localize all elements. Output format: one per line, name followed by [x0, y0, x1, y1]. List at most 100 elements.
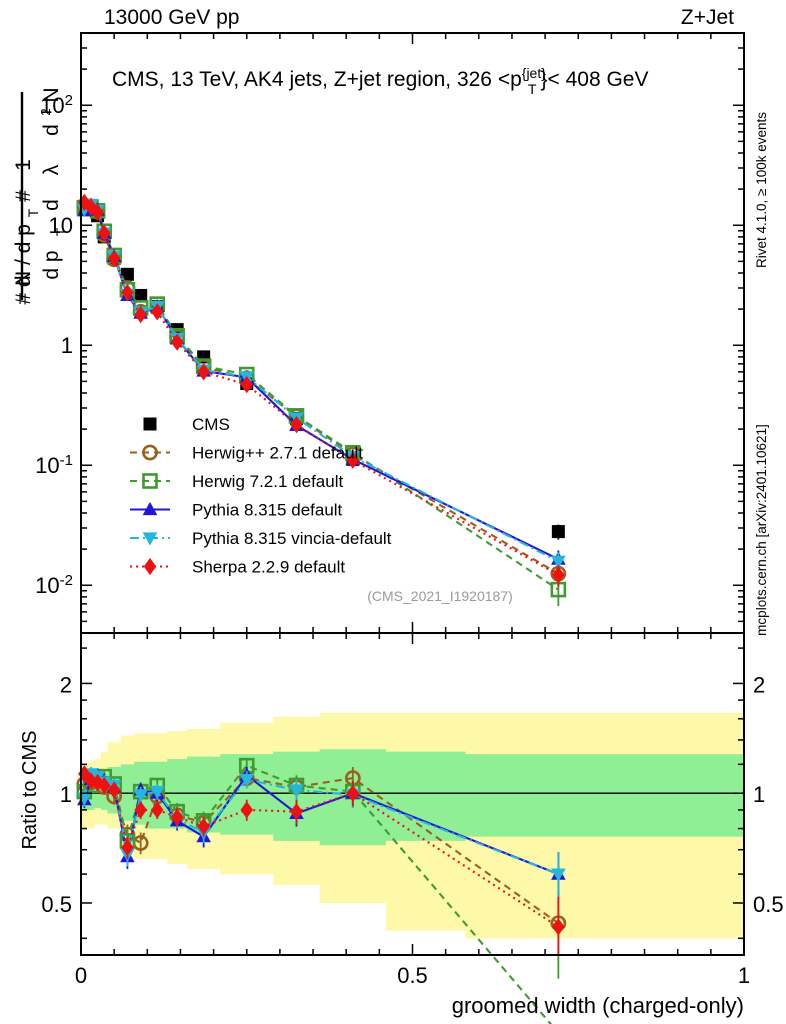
x-axis-tick-label: 0: [75, 963, 87, 988]
ratio-data-point: [240, 801, 253, 819]
legend-item-5[interactable]: Sherpa 2.2.9 default: [130, 558, 345, 577]
legend-item-3[interactable]: Pythia 8.315 default: [130, 501, 343, 520]
legend-item-1[interactable]: Herwig++ 2.7.1 default: [130, 444, 363, 463]
data-point: [552, 566, 565, 584]
legend-label: Sherpa 2.2.9 default: [192, 558, 345, 577]
data-point: [290, 416, 303, 434]
ratio-y-tick-label: 2: [60, 672, 72, 697]
data-point: [98, 224, 111, 242]
ratio-y-tick-label: 0.5: [41, 892, 72, 917]
y-axis-tick-label: 102: [40, 92, 73, 119]
ratio-data-point: [552, 918, 565, 936]
legend-marker: [143, 417, 157, 431]
data-point: [240, 375, 253, 394]
ratio-data-point: [290, 803, 303, 821]
y-label-num-N: N: [40, 87, 63, 102]
data-point: [151, 303, 164, 321]
main-y-axis-label: # dN / d p T #1 d p T d λ d 2 N: [12, 87, 69, 304]
y-label-num-exp: 2: [38, 108, 53, 115]
y-axis-tick-label: 10-1: [35, 452, 73, 479]
ratio-data-point: [170, 808, 184, 826]
ratio-data-point: [239, 773, 255, 788]
y-label-den-dpt: d p: [40, 250, 63, 279]
ratio-data-point: [134, 801, 147, 819]
data-point: [197, 363, 210, 381]
plot-title: CMS, 13 TeV, AK4 jets, Z+jet region, 326…: [112, 65, 648, 97]
axes-and-ticks: 102 10 1 10-1 10-2 2 2 1 1 0.5 0.5 0 0.5 1 groomed wid…: [35, 32, 784, 1018]
side-annotations: Rivet 4.1.0, ≥ 100k events mcplots.cern.c…: [754, 112, 769, 636]
y-label-hash-dN: # d: [12, 275, 35, 304]
y-label-den-d: d: [40, 199, 63, 211]
main-panel-series: [76, 193, 567, 607]
series-5: [78, 193, 565, 587]
y-label-dN-dpt: N / d p: [12, 224, 35, 286]
ratio-y-axis-label: Ratio to CMS: [19, 731, 41, 850]
data-point: [121, 283, 134, 302]
analysis-id-watermark: (CMS_2021_I1920187): [367, 588, 513, 604]
legend-marker: [142, 501, 158, 516]
ratio-y-tick-label-right: 1: [753, 782, 765, 807]
y-label-num-d: d: [40, 124, 63, 136]
legend[interactable]: CMS Herwig++ 2.7.1 default Herwig 7.2.1 de…: [130, 415, 392, 577]
ratio-data-point: [91, 773, 104, 792]
legend-label: Herwig 7.2.1 default: [192, 472, 343, 491]
legend-item-4[interactable]: Pythia 8.315 vincia-default: [130, 529, 392, 548]
ratio-data-point: [551, 868, 566, 882]
y-label-den-dpt-sub: T: [53, 227, 69, 236]
ratio-series-4: [78, 765, 565, 955]
legend-marker: [142, 473, 158, 489]
ratio-data-point: [197, 817, 210, 836]
y-axis-tick-label: 1: [61, 333, 73, 358]
header-collision-energy: 13000 GeV pp: [104, 6, 239, 29]
y-label-hash2: #: [12, 190, 35, 202]
legend-label: Pythia 8.315 vincia-default: [192, 529, 392, 548]
legend-marker: [142, 444, 158, 461]
header-row: 13000 GeV pp Z+Jet: [104, 6, 734, 29]
ratio-data-point: [346, 784, 360, 802]
data-point: [134, 306, 147, 324]
legend-marker: [143, 557, 157, 576]
data-point: [107, 249, 121, 267]
ratio-panel-series: [76, 757, 567, 1024]
ratio-y-tick-label-right: 2: [753, 672, 765, 697]
data-point: [551, 525, 565, 539]
ratio-y-tick-label-right: 0.5: [753, 892, 784, 917]
y-label-group: # dN / d p T #1 d p T d λ d 2 N: [12, 87, 69, 304]
legend-label: Herwig++ 2.7.1 default: [192, 444, 363, 463]
y-label-den-lambda: λ: [40, 164, 63, 175]
ratio-data-point: [98, 776, 111, 795]
y-label-one: 1: [12, 159, 35, 171]
legend-item-0[interactable]: CMS: [143, 415, 230, 434]
data-point: [551, 555, 566, 570]
legend-item-2[interactable]: Herwig 7.2.1 default: [130, 472, 343, 491]
x-axis-label: groomed width (charged-only): [452, 993, 744, 1018]
ratio-data-point: [149, 786, 165, 800]
header-process-label: Z+Jet: [681, 6, 734, 29]
legend-label: CMS: [192, 415, 230, 434]
data-point: [134, 288, 148, 302]
y-label-dpt-sub: T: [25, 208, 41, 217]
x-axis-tick-label: 0.5: [397, 963, 428, 988]
data-point: [346, 451, 360, 469]
watermark: (CMS_2021_I1920187): [367, 588, 513, 604]
ratio-data-point: [121, 838, 134, 857]
y-axis-tick-label: 10-2: [35, 572, 73, 599]
ratio-y-label: Ratio to CMS: [19, 731, 41, 850]
ratio-series-line: [83, 764, 553, 1024]
series-line: [83, 201, 559, 576]
x-axis-tick-label: 1: [738, 963, 750, 988]
legend-label: Pythia 8.315 default: [192, 501, 343, 520]
data-point: [120, 267, 134, 281]
data-point: [91, 203, 104, 221]
sidebar-source-url: mcplots.cern.ch [arXiv:2401.10621]: [754, 424, 769, 636]
sidebar-rivet-version: Rivet 4.1.0, ≥ 100k events: [754, 112, 769, 268]
ratio-y-tick-label: 1: [60, 782, 72, 807]
data-point: [170, 333, 184, 351]
legend-marker: [142, 532, 158, 546]
ratio-data-point: [107, 781, 121, 799]
ratio-data-point: [289, 784, 304, 798]
ratio-data-point: [133, 789, 148, 803]
main-panel-title: CMS, 13 TeV, AK4 jets, Z+jet region, 326…: [112, 65, 648, 97]
